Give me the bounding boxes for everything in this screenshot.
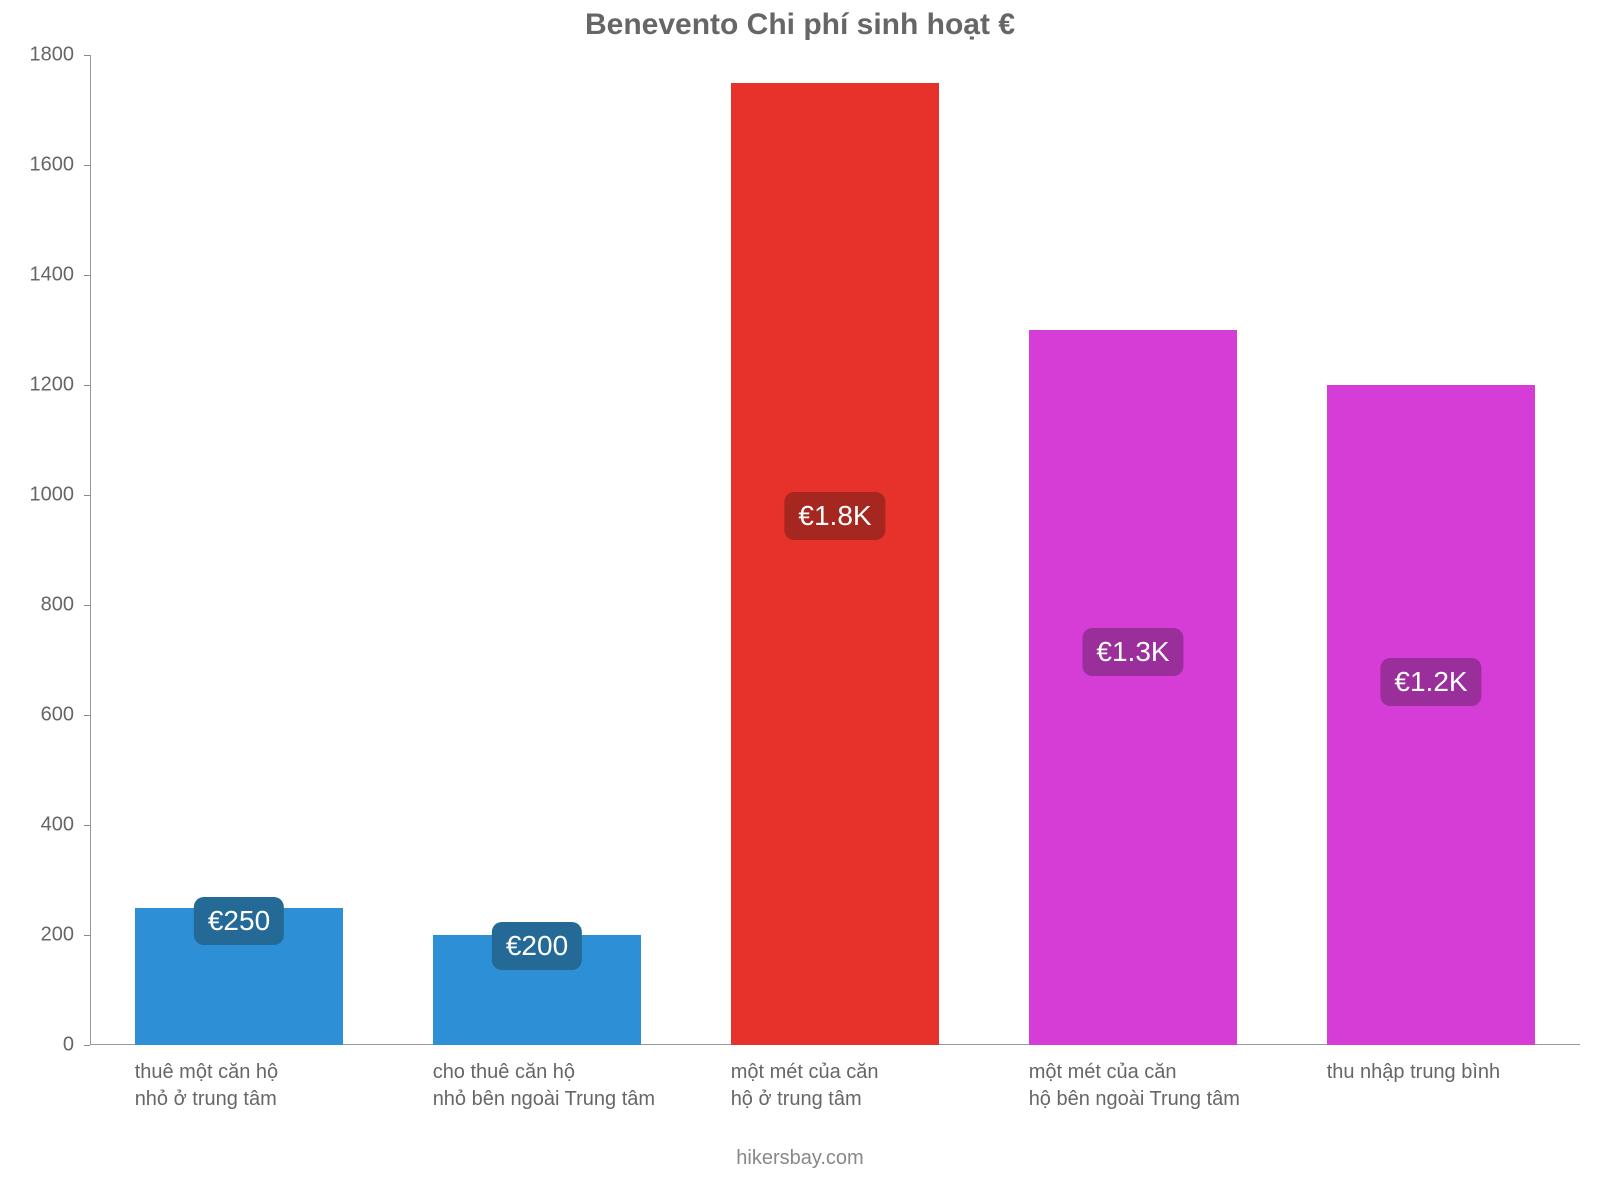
ytick-mark [84, 605, 90, 606]
ytick-label: 1200 [4, 374, 74, 397]
bar-value-label: €250 [194, 897, 284, 945]
chart-title: Benevento Chi phí sinh hoạt € [0, 8, 1600, 42]
xtick-label: thu nhập trung bình [1327, 1059, 1600, 1086]
bar-value-label: €1.8K [784, 492, 885, 540]
attribution-text: hikersbay.com [0, 1147, 1600, 1170]
ytick-label: 200 [4, 924, 74, 947]
ytick-label: 1800 [4, 44, 74, 67]
ytick-label: 1400 [4, 264, 74, 287]
ytick-label: 0 [4, 1034, 74, 1057]
xtick-label: cho thuê căn hộ nhỏ bên ngoài Trung tâm [433, 1059, 731, 1113]
xtick-label: một mét của căn hộ bên ngoài Trung tâm [1029, 1059, 1327, 1113]
ytick-mark [84, 935, 90, 936]
ytick-label: 600 [4, 704, 74, 727]
ytick-label: 400 [4, 814, 74, 837]
ytick-mark [84, 385, 90, 386]
ytick-mark [84, 495, 90, 496]
ytick-label: 1000 [4, 484, 74, 507]
ytick-label: 1600 [4, 154, 74, 177]
bar-value-label: €1.3K [1082, 628, 1183, 676]
y-axis-line [90, 55, 91, 1045]
ytick-mark [84, 55, 90, 56]
ytick-mark [84, 275, 90, 276]
ytick-mark [84, 1045, 90, 1046]
bar [731, 83, 940, 1046]
ytick-mark [84, 715, 90, 716]
ytick-mark [84, 165, 90, 166]
bar [1029, 330, 1238, 1045]
ytick-mark [84, 825, 90, 826]
plot-area: 020040060080010001200140016001800€250thu… [90, 55, 1580, 1045]
bar [1327, 385, 1536, 1045]
ytick-label: 800 [4, 594, 74, 617]
xtick-label: một mét của căn hộ ở trung tâm [731, 1059, 1029, 1113]
xtick-label: thuê một căn hộ nhỏ ở trung tâm [135, 1059, 433, 1113]
cost-of-living-chart: Benevento Chi phí sinh hoạt € 0200400600… [0, 0, 1600, 1200]
bar-value-label: €200 [492, 922, 582, 970]
bar-value-label: €1.2K [1380, 658, 1481, 706]
